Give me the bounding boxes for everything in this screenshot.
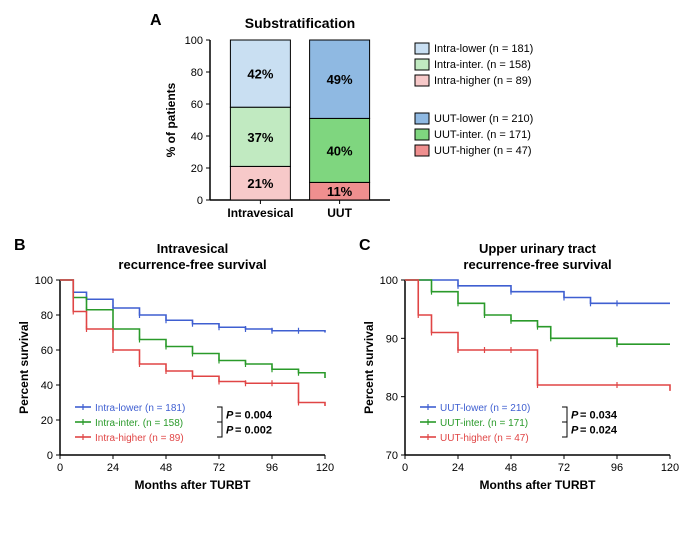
svg-text:72: 72 xyxy=(558,462,570,474)
svg-text:40%: 40% xyxy=(327,143,353,158)
svg-text:UUT: UUT xyxy=(327,206,352,220)
svg-text:recurrence-free survival: recurrence-free survival xyxy=(463,257,611,272)
svg-text:96: 96 xyxy=(611,462,623,474)
svg-text:= 0.024: = 0.024 xyxy=(580,425,618,437)
svg-text:21%: 21% xyxy=(247,176,273,191)
svg-text:P: P xyxy=(226,425,234,437)
svg-text:40: 40 xyxy=(41,380,53,392)
svg-text:Intra-lower (n = 181): Intra-lower (n = 181) xyxy=(95,403,185,414)
svg-text:48: 48 xyxy=(505,462,517,474)
svg-text:Upper urinary tract: Upper urinary tract xyxy=(479,241,597,256)
svg-text:24: 24 xyxy=(452,462,464,474)
svg-text:60: 60 xyxy=(191,99,203,111)
svg-text:90: 90 xyxy=(386,333,398,345)
svg-text:24: 24 xyxy=(107,462,119,474)
svg-text:Percent survival: Percent survival xyxy=(17,321,31,414)
svg-text:Intra-inter. (n = 158): Intra-inter. (n = 158) xyxy=(95,418,183,429)
svg-text:80: 80 xyxy=(41,310,53,322)
svg-text:Months after TURBT: Months after TURBT xyxy=(135,478,252,492)
svg-text:40: 40 xyxy=(191,131,203,143)
svg-text:UUT-inter. (n = 171): UUT-inter. (n = 171) xyxy=(440,418,528,429)
panel-c-label: C xyxy=(359,237,371,255)
panel-bc-row: B Intravesicalrecurrence-free survival02… xyxy=(10,235,675,525)
svg-text:100: 100 xyxy=(35,275,53,287)
svg-text:0: 0 xyxy=(57,462,63,474)
svg-text:48: 48 xyxy=(160,462,172,474)
svg-text:11%: 11% xyxy=(327,184,353,199)
panel-a-svg: Substratification 0 20 40 60 80 100 % of patien… xyxy=(10,10,675,235)
svg-text:Intravesical: Intravesical xyxy=(227,206,293,220)
svg-text:0: 0 xyxy=(47,450,53,462)
svg-text:60: 60 xyxy=(41,345,53,357)
svg-text:49%: 49% xyxy=(327,72,353,87)
svg-text:UUT-higher (n = 47): UUT-higher (n = 47) xyxy=(440,433,529,444)
svg-text:Percent survival: Percent survival xyxy=(362,321,376,414)
svg-text:Months after TURBT: Months after TURBT xyxy=(480,478,597,492)
svg-text:P: P xyxy=(571,410,579,422)
svg-text:% of patients: % of patients xyxy=(164,82,178,157)
svg-text:= 0.002: = 0.002 xyxy=(235,425,272,437)
svg-text:= 0.034: = 0.034 xyxy=(580,410,618,422)
svg-text:Intra-lower (n = 181): Intra-lower (n = 181) xyxy=(434,43,533,55)
svg-text:70: 70 xyxy=(386,450,398,462)
svg-text:Intra-inter. (n = 158): Intra-inter. (n = 158) xyxy=(434,59,531,71)
svg-text:UUT-higher (n = 47): UUT-higher (n = 47) xyxy=(434,145,532,157)
svg-text:100: 100 xyxy=(380,275,398,287)
svg-text:Substratification: Substratification xyxy=(245,15,355,31)
svg-text:= 0.004: = 0.004 xyxy=(235,410,273,422)
svg-text:20: 20 xyxy=(41,415,53,427)
svg-text:120: 120 xyxy=(661,462,679,474)
svg-text:Intravesical: Intravesical xyxy=(157,241,229,256)
svg-text:80: 80 xyxy=(191,67,203,79)
svg-text:UUT-lower (n = 210): UUT-lower (n = 210) xyxy=(440,403,530,414)
svg-text:100: 100 xyxy=(185,35,203,47)
svg-text:20: 20 xyxy=(191,163,203,175)
svg-text:0: 0 xyxy=(402,462,408,474)
panel-b-label: B xyxy=(14,237,26,255)
figure: A Substratification 0 20 40 60 80 100 % of pati… xyxy=(10,10,675,525)
svg-text:42%: 42% xyxy=(247,67,273,82)
panel-a-label: A xyxy=(150,12,162,30)
panel-c-svg: Upper urinary tractrecurrence-free survi… xyxy=(355,235,685,525)
svg-text:96: 96 xyxy=(266,462,278,474)
svg-text:UUT-inter. (n = 171): UUT-inter. (n = 171) xyxy=(434,129,531,141)
svg-text:80: 80 xyxy=(386,392,398,404)
panel-a: A Substratification 0 20 40 60 80 100 % of pati… xyxy=(10,10,675,235)
svg-text:Intra-higher (n = 89): Intra-higher (n = 89) xyxy=(434,75,532,87)
panel-c: C Upper urinary tractrecurrence-free sur… xyxy=(355,235,685,525)
svg-text:Intra-higher (n = 89): Intra-higher (n = 89) xyxy=(95,433,184,444)
svg-text:UUT-lower (n = 210): UUT-lower (n = 210) xyxy=(434,113,533,125)
svg-text:recurrence-free survival: recurrence-free survival xyxy=(118,257,266,272)
svg-text:P: P xyxy=(571,425,579,437)
panel-b: B Intravesicalrecurrence-free survival 0 2… xyxy=(10,235,345,525)
svg-text:P: P xyxy=(226,410,234,422)
svg-text:0: 0 xyxy=(197,195,203,207)
svg-text:37%: 37% xyxy=(247,130,273,145)
svg-text:120: 120 xyxy=(316,462,334,474)
svg-text:72: 72 xyxy=(213,462,225,474)
panel-b-svg: Intravesicalrecurrence-free survival 0 24 4… xyxy=(10,235,345,525)
